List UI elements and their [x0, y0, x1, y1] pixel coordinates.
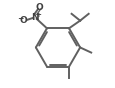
Text: O: O	[35, 3, 43, 12]
Text: O: O	[19, 16, 27, 25]
Text: −: −	[17, 14, 23, 23]
Text: N: N	[31, 13, 39, 22]
Text: +: +	[35, 12, 41, 18]
